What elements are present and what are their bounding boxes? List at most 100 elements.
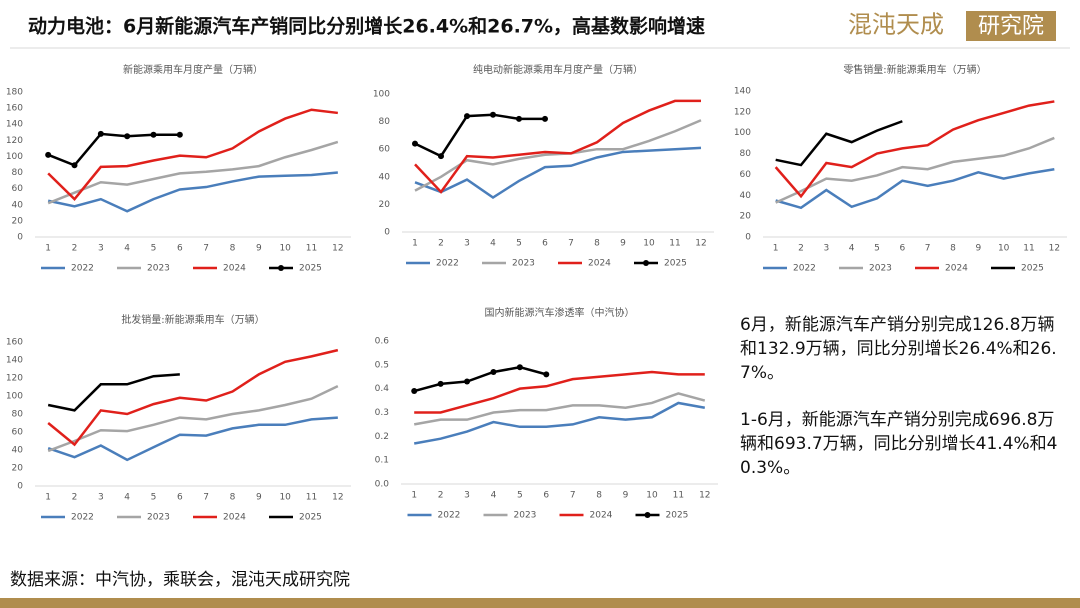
y-tick-label: 40	[12, 446, 24, 456]
legend-label: 2025	[299, 264, 322, 274]
point	[464, 378, 471, 385]
chart-title: 国内新能源汽车渗透率（中汽协）	[485, 306, 635, 319]
legend-label: 2022	[793, 264, 816, 274]
legend-marker	[278, 265, 284, 271]
x-tick-label: 12	[1049, 244, 1060, 254]
legend-label: 2024	[945, 264, 968, 274]
x-tick-label: 8	[230, 493, 236, 503]
x-tick-label: 9	[620, 239, 626, 249]
y-tick-label: 60	[12, 428, 24, 438]
series-line	[774, 100, 1055, 199]
series-line	[47, 108, 338, 201]
x-tick-label: 1	[411, 491, 417, 501]
logo-box	[966, 11, 1056, 41]
x-tick-label: 5	[516, 239, 522, 249]
legend-label: 2023	[514, 511, 537, 521]
y-tick-label: 0	[17, 233, 23, 243]
series-line	[413, 365, 547, 393]
y-tick-label: 0.3	[375, 408, 389, 418]
y-tick-label: 100	[6, 392, 23, 402]
y-tick-label: 160	[6, 104, 23, 114]
x-tick-label: 1	[412, 239, 418, 249]
x-tick-label: 6	[177, 493, 183, 503]
y-tick-label: 0.1	[375, 456, 389, 466]
series-line	[414, 146, 702, 199]
point	[543, 371, 550, 378]
x-tick-label: 2	[72, 244, 78, 254]
x-tick-label: 8	[594, 239, 600, 249]
logo-suffix: 研究院	[978, 14, 1044, 39]
legend-label: 2025	[664, 259, 687, 269]
x-tick-label: 12	[332, 244, 343, 254]
y-tick-label: 40	[379, 172, 391, 182]
x-tick-label: 5	[874, 244, 880, 254]
x-tick-label: 11	[306, 493, 317, 503]
series-line	[413, 401, 706, 445]
legend-label: 2022	[436, 259, 459, 269]
y-tick-label: 80	[12, 168, 24, 178]
x-tick-label: 10	[646, 491, 658, 501]
x-tick-label: 3	[464, 239, 470, 249]
x-tick-label: 1	[45, 493, 51, 503]
x-tick-label: 9	[975, 244, 981, 254]
x-tick-label: 1	[773, 244, 779, 254]
y-tick-label: 60	[379, 145, 391, 155]
y-tick-label: 100	[6, 152, 23, 162]
chart-title: 纯电动新能源乘用车月度产量（万辆）	[473, 63, 643, 76]
legend-label: 2022	[71, 513, 94, 523]
y-tick-label: 140	[6, 356, 23, 366]
x-tick-label: 12	[699, 491, 710, 501]
x-tick-label: 4	[491, 491, 497, 501]
y-tick-label: 60	[740, 170, 752, 180]
legend-label: 2023	[147, 264, 170, 274]
x-tick-label: 2	[798, 244, 804, 254]
x-tick-label: 7	[203, 493, 209, 503]
y-tick-label: 40	[740, 191, 752, 201]
note: 1-6月，新能源汽车产销分别完成696.8万辆和693.7万辆，同比分别增长41…	[740, 410, 1058, 478]
x-tick-label: 7	[568, 239, 574, 249]
y-tick-label: 120	[6, 374, 23, 384]
point	[490, 111, 496, 118]
x-tick-label: 8	[230, 244, 236, 254]
x-tick-label: 7	[203, 244, 209, 254]
y-tick-label: 0.6	[375, 337, 390, 347]
legend-label: 2025	[666, 511, 689, 521]
series-line	[47, 140, 339, 205]
x-tick-label: 6	[542, 239, 548, 249]
point	[97, 130, 104, 137]
y-tick-label: 40	[12, 200, 24, 210]
x-tick-label: 6	[177, 244, 183, 254]
note: 6月，新能源汽车产销分别完成126.8万辆和132.9万辆，同比分别增长26.4…	[740, 315, 1057, 383]
legend-label: 2022	[71, 264, 94, 274]
legend-label: 2023	[147, 513, 170, 523]
y-tick-label: 80	[12, 410, 24, 420]
y-tick-label: 20	[379, 200, 391, 210]
x-tick-label: 2	[438, 239, 444, 249]
x-tick-label: 5	[517, 491, 523, 501]
source: 数据来源：中汽协，乘联会，混沌天成研究院	[10, 570, 350, 590]
point	[150, 131, 157, 138]
x-tick-label: 9	[256, 244, 262, 254]
legend-marker	[644, 512, 651, 518]
series-line	[47, 171, 338, 213]
x-tick-label: 3	[98, 244, 104, 254]
point	[516, 364, 523, 371]
legend-label: 2023	[512, 259, 535, 269]
legend-label: 2024	[223, 264, 246, 274]
legend-label: 2022	[438, 511, 461, 521]
x-tick-label: 6	[899, 244, 905, 254]
chart-title: 新能源乘用车月度产量（万辆）	[123, 63, 263, 76]
x-tick-label: 4	[849, 244, 855, 254]
point	[124, 133, 131, 140]
series-line	[775, 136, 1055, 204]
y-tick-label: 60	[12, 184, 24, 194]
y-tick-label: 80	[379, 117, 391, 127]
x-tick-label: 6	[543, 491, 549, 501]
point	[516, 115, 522, 122]
x-tick-label: 2	[72, 493, 78, 503]
y-tick-label: 120	[6, 136, 23, 146]
chart-title: 零售销量:新能源乘用车（万辆）	[843, 63, 986, 76]
y-tick-label: 0.0	[375, 480, 390, 490]
legend-label: 2025	[1021, 264, 1044, 274]
